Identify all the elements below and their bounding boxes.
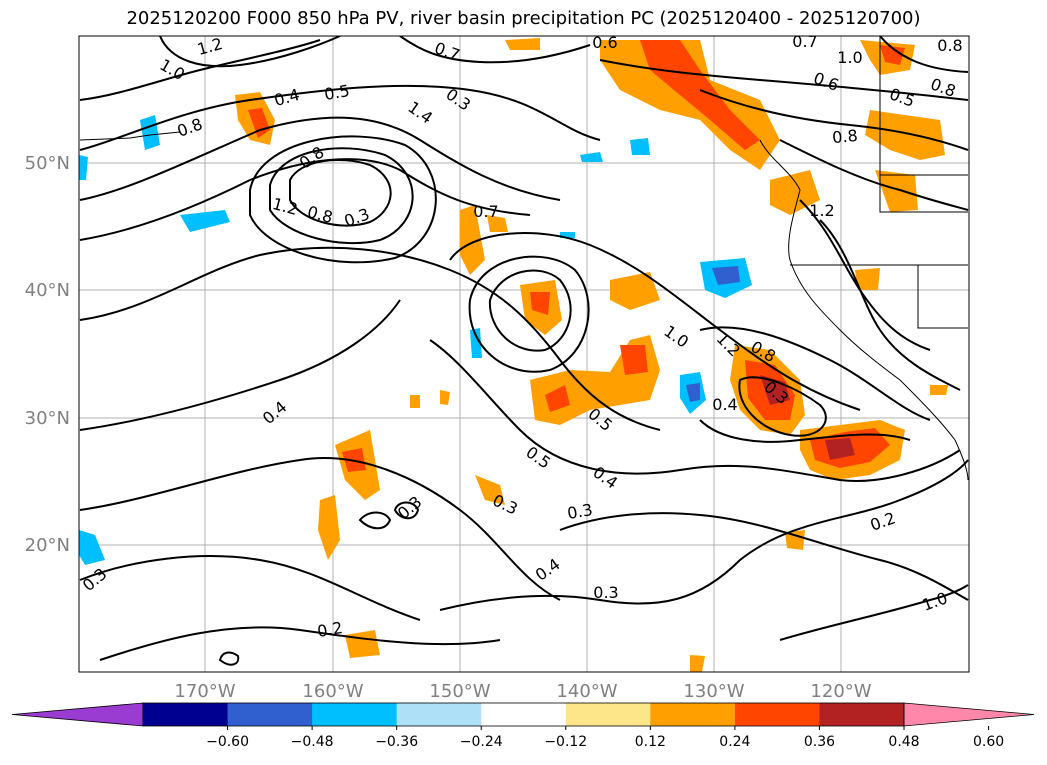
colorbar-segment [481,703,567,726]
lat-tick-label: 20°N [25,535,70,556]
contour-label: 0.7 [473,202,498,221]
colorbar-tick-label: −0.12 [544,734,587,750]
colorbar-tick-label: −0.48 [291,734,334,750]
lat-tick-label: 30°N [25,408,70,429]
contour-label: 0.6 [592,33,617,52]
contour-label: 0.3 [593,583,618,602]
contour-label: 0.8 [937,36,962,55]
colorbar-segment [312,703,398,726]
colorbar: −0.60 −0.48 −0.36 −0.24 −0.12 0.12 0.24 0.36 0.4… [11,702,1035,750]
map-content: 1.21.00.80.7 0.60.4 0.5 0.31.40.81.2 0.8 0.3 0… [79,32,969,672]
colorbar-segment [396,703,482,726]
map-background [79,36,969,672]
contour-labels: 1.21.00.80.7 0.60.4 0.5 0.31.40.81.2 0.8 0.3 0… [79,32,963,641]
colorbar-segment [143,703,229,726]
colorbar-extend-high [903,702,1035,727]
colorbar-tick-label: −0.36 [375,734,418,750]
colorbar-segment [565,703,651,726]
gridlines [79,36,969,672]
colorbar-tick-label: 0.12 [635,734,666,750]
contour-label: 0.7 [792,32,817,51]
colorbar-frame [142,702,905,727]
lon-tick-label: 140°W [556,681,617,702]
lon-tick-label: 130°W [683,681,744,702]
contour-label: 0.8 [831,126,858,147]
colorbar-segment [734,703,820,726]
precip-negative-patches [79,115,752,565]
colorbar-tick-label: −0.60 [206,734,249,750]
colorbar-segment [227,703,313,726]
colorbar-tick-label: 0.60 [973,734,1004,750]
coastline [79,36,969,481]
lat-ticks: 50°N 40°N 30°N 20°N [25,153,70,556]
contour-label: 0.2 [316,618,344,641]
colorbar-tick-label: 0.24 [719,734,750,750]
colorbar-tick-label: 0.48 [888,734,919,750]
chart-title: 2025120200 F000 850 hPa PV, river basin … [126,8,921,29]
contour-label: 0.5 [323,81,351,104]
lon-tick-label: 120°W [810,681,871,702]
colorbar-segment [819,703,905,726]
colorbar-extend-low [11,702,144,727]
lon-tick-label: 160°W [302,681,363,702]
colorbar-tick-label: −0.24 [460,734,503,750]
pv-contours [79,36,969,666]
precip-positive-patches [235,38,948,672]
contour-label: 1.2 [809,201,834,220]
contour-label: 1.0 [837,48,862,67]
contour-label: 0.4 [712,395,737,414]
lat-tick-label: 40°N [25,280,70,301]
lon-tick-label: 150°W [429,681,490,702]
lat-tick-label: 50°N [25,153,70,174]
colorbar-tick-label: 0.36 [804,734,835,750]
map-frame [78,35,970,673]
colorbar-segment [650,703,736,726]
contour-label: 1.2 [195,34,225,59]
lon-ticks: 170°W 160°W 150°W 140°W 130°W 120°W [174,681,871,702]
contour-label: 0.3 [566,500,594,523]
lon-tick-label: 170°W [174,681,235,702]
